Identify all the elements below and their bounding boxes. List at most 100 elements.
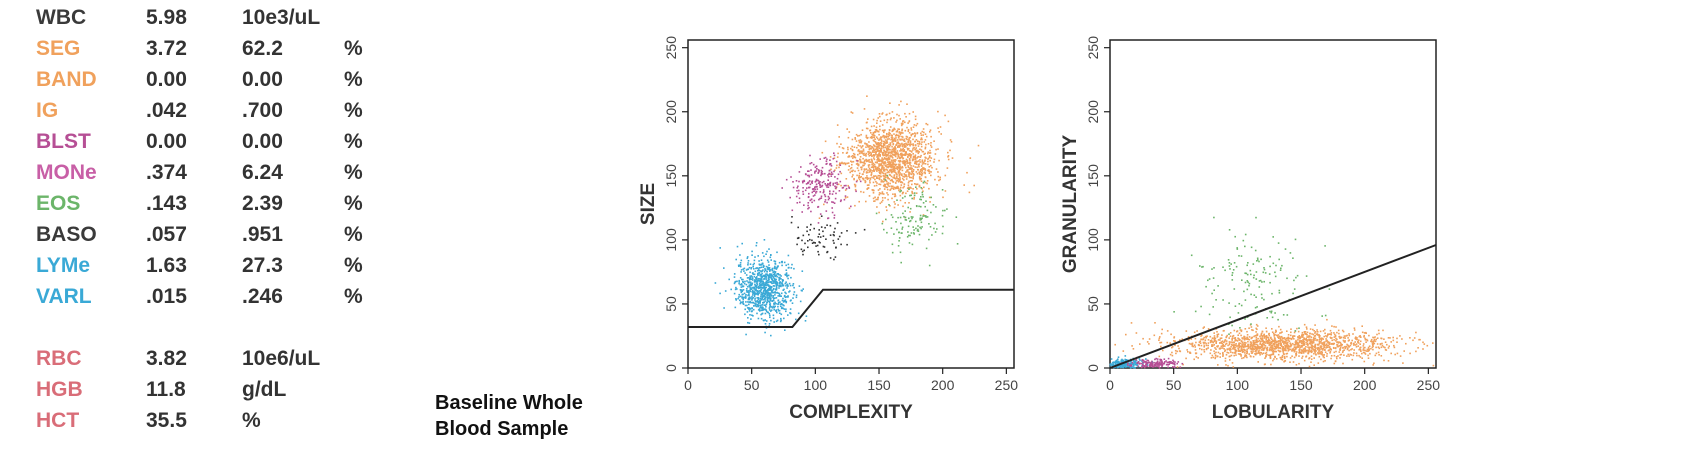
- data-point: [833, 157, 836, 159]
- data-point: [773, 260, 776, 262]
- data-point: [876, 176, 878, 178]
- data-point: [1269, 310, 1271, 313]
- data-point: [1282, 337, 1284, 339]
- data-point: [1255, 327, 1257, 330]
- data-point: [890, 150, 893, 153]
- data-point: [903, 179, 905, 181]
- data-point: [767, 300, 770, 303]
- data-point: [1297, 339, 1299, 341]
- data-point: [1129, 364, 1131, 367]
- data-point: [1292, 336, 1294, 339]
- data-point: [1116, 365, 1119, 368]
- result-unit: %: [242, 409, 261, 432]
- data-point: [902, 150, 904, 153]
- data-point: [1330, 355, 1333, 357]
- data-point: [1295, 341, 1298, 343]
- data-point: [759, 297, 762, 300]
- data-point: [1213, 335, 1216, 337]
- data-point: [872, 146, 874, 149]
- data-point: [1147, 361, 1150, 364]
- data-point: [1231, 274, 1233, 276]
- data-point: [1231, 272, 1234, 274]
- data-point: [1353, 329, 1356, 331]
- data-point: [883, 144, 886, 146]
- data-point: [1307, 351, 1310, 354]
- data-point: [904, 216, 907, 219]
- data-point: [783, 295, 786, 297]
- data-point: [929, 159, 931, 162]
- data-point: [1344, 337, 1346, 339]
- data-point: [1257, 361, 1259, 363]
- data-point: [1240, 330, 1243, 333]
- data-point: [868, 164, 871, 166]
- data-point: [1268, 354, 1270, 356]
- data-point: [922, 168, 925, 171]
- data-point: [799, 300, 802, 303]
- data-point: [755, 278, 758, 281]
- data-point: [1367, 346, 1370, 349]
- data-point: [856, 162, 859, 165]
- data-point: [1204, 339, 1207, 341]
- data-point: [770, 288, 772, 290]
- data-point: [818, 217, 821, 219]
- data-point: [907, 182, 910, 184]
- data-point: [1379, 343, 1382, 345]
- data-point: [779, 303, 782, 306]
- data-point: [874, 166, 877, 168]
- data-point: [869, 147, 872, 149]
- data-point: [894, 167, 897, 170]
- data-point: [898, 240, 900, 242]
- data-point: [947, 120, 950, 123]
- data-point: [762, 307, 764, 309]
- data-point: [1347, 337, 1349, 339]
- data-point: [1276, 344, 1279, 347]
- data-point: [914, 133, 917, 135]
- data-point: [770, 319, 772, 322]
- data-point: [865, 160, 868, 163]
- data-point: [769, 314, 771, 317]
- data-point: [1290, 334, 1292, 337]
- data-point: [780, 284, 782, 286]
- data-point: [827, 175, 830, 178]
- data-point: [1306, 342, 1309, 345]
- data-point: [753, 291, 756, 293]
- data-point: [895, 137, 897, 139]
- data-point: [913, 192, 916, 194]
- data-point: [882, 129, 885, 132]
- data-point: [769, 300, 771, 303]
- data-point: [1298, 349, 1300, 351]
- data-point: [1322, 354, 1324, 356]
- data-point: [922, 167, 924, 169]
- data-point: [1287, 348, 1290, 350]
- data-point: [766, 259, 769, 262]
- data-point: [1287, 350, 1290, 352]
- data-point: [748, 290, 750, 292]
- data-point: [1255, 296, 1257, 298]
- data-point: [1273, 348, 1275, 350]
- data-point: [785, 274, 787, 276]
- data-point: [909, 161, 911, 163]
- data-point: [777, 303, 779, 305]
- data-point: [1333, 339, 1335, 341]
- data-point: [924, 205, 926, 208]
- data-point: [853, 183, 856, 186]
- data-point: [830, 171, 833, 174]
- data-point: [908, 132, 911, 134]
- data-point: [748, 266, 751, 269]
- data-point: [881, 199, 884, 202]
- data-point: [1345, 345, 1348, 348]
- data-point: [1355, 346, 1358, 348]
- data-point: [828, 197, 831, 199]
- data-point: [756, 312, 758, 315]
- data-point: [1359, 356, 1362, 358]
- data-point: [765, 274, 767, 276]
- data-point: [1233, 337, 1236, 340]
- data-point: [1363, 336, 1365, 338]
- data-point: [1274, 312, 1276, 314]
- data-point: [766, 311, 769, 313]
- data-point: [774, 260, 777, 263]
- data-point: [915, 183, 918, 186]
- y-tick-label: 250: [663, 36, 679, 60]
- data-point: [779, 281, 782, 283]
- data-point: [767, 291, 769, 293]
